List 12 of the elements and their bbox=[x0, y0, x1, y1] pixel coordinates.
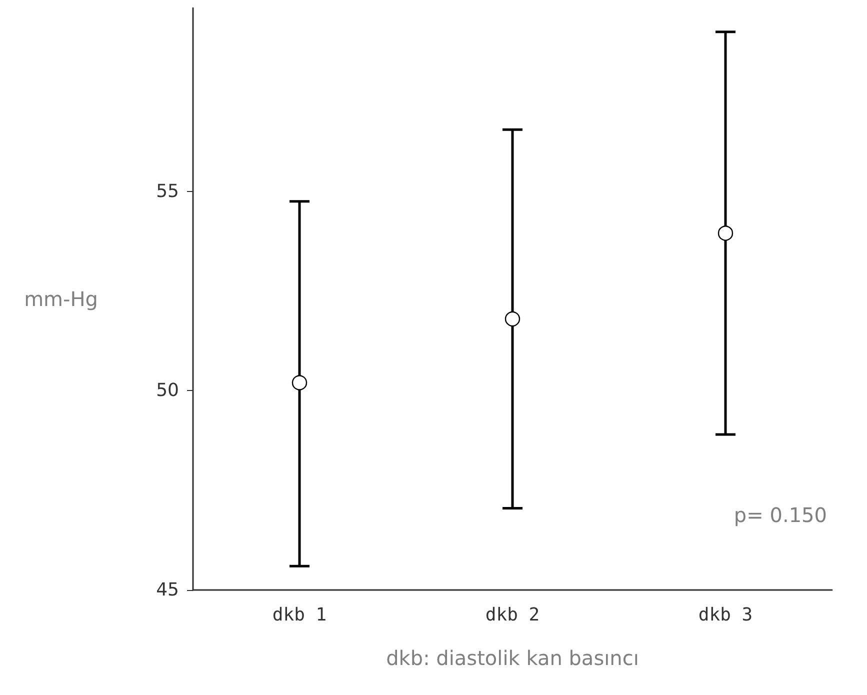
point bbox=[718, 226, 734, 241]
x-axis-title: dkb: diastolik kan basıncı bbox=[386, 646, 639, 670]
x-tick-label: dkb 2 bbox=[485, 604, 540, 626]
x-tick-label: dkb 3 bbox=[698, 604, 753, 626]
y-tick-label: 55 bbox=[156, 180, 179, 202]
point bbox=[292, 375, 308, 390]
y-tick-label: 45 bbox=[156, 580, 179, 600]
y-axis-title: mm-Hg bbox=[24, 287, 98, 311]
annotation: p= 0.150 bbox=[734, 503, 828, 527]
x-tick-label: dkb 1 bbox=[272, 604, 327, 626]
y-tick-label: 50 bbox=[156, 380, 179, 402]
point bbox=[504, 311, 520, 327]
